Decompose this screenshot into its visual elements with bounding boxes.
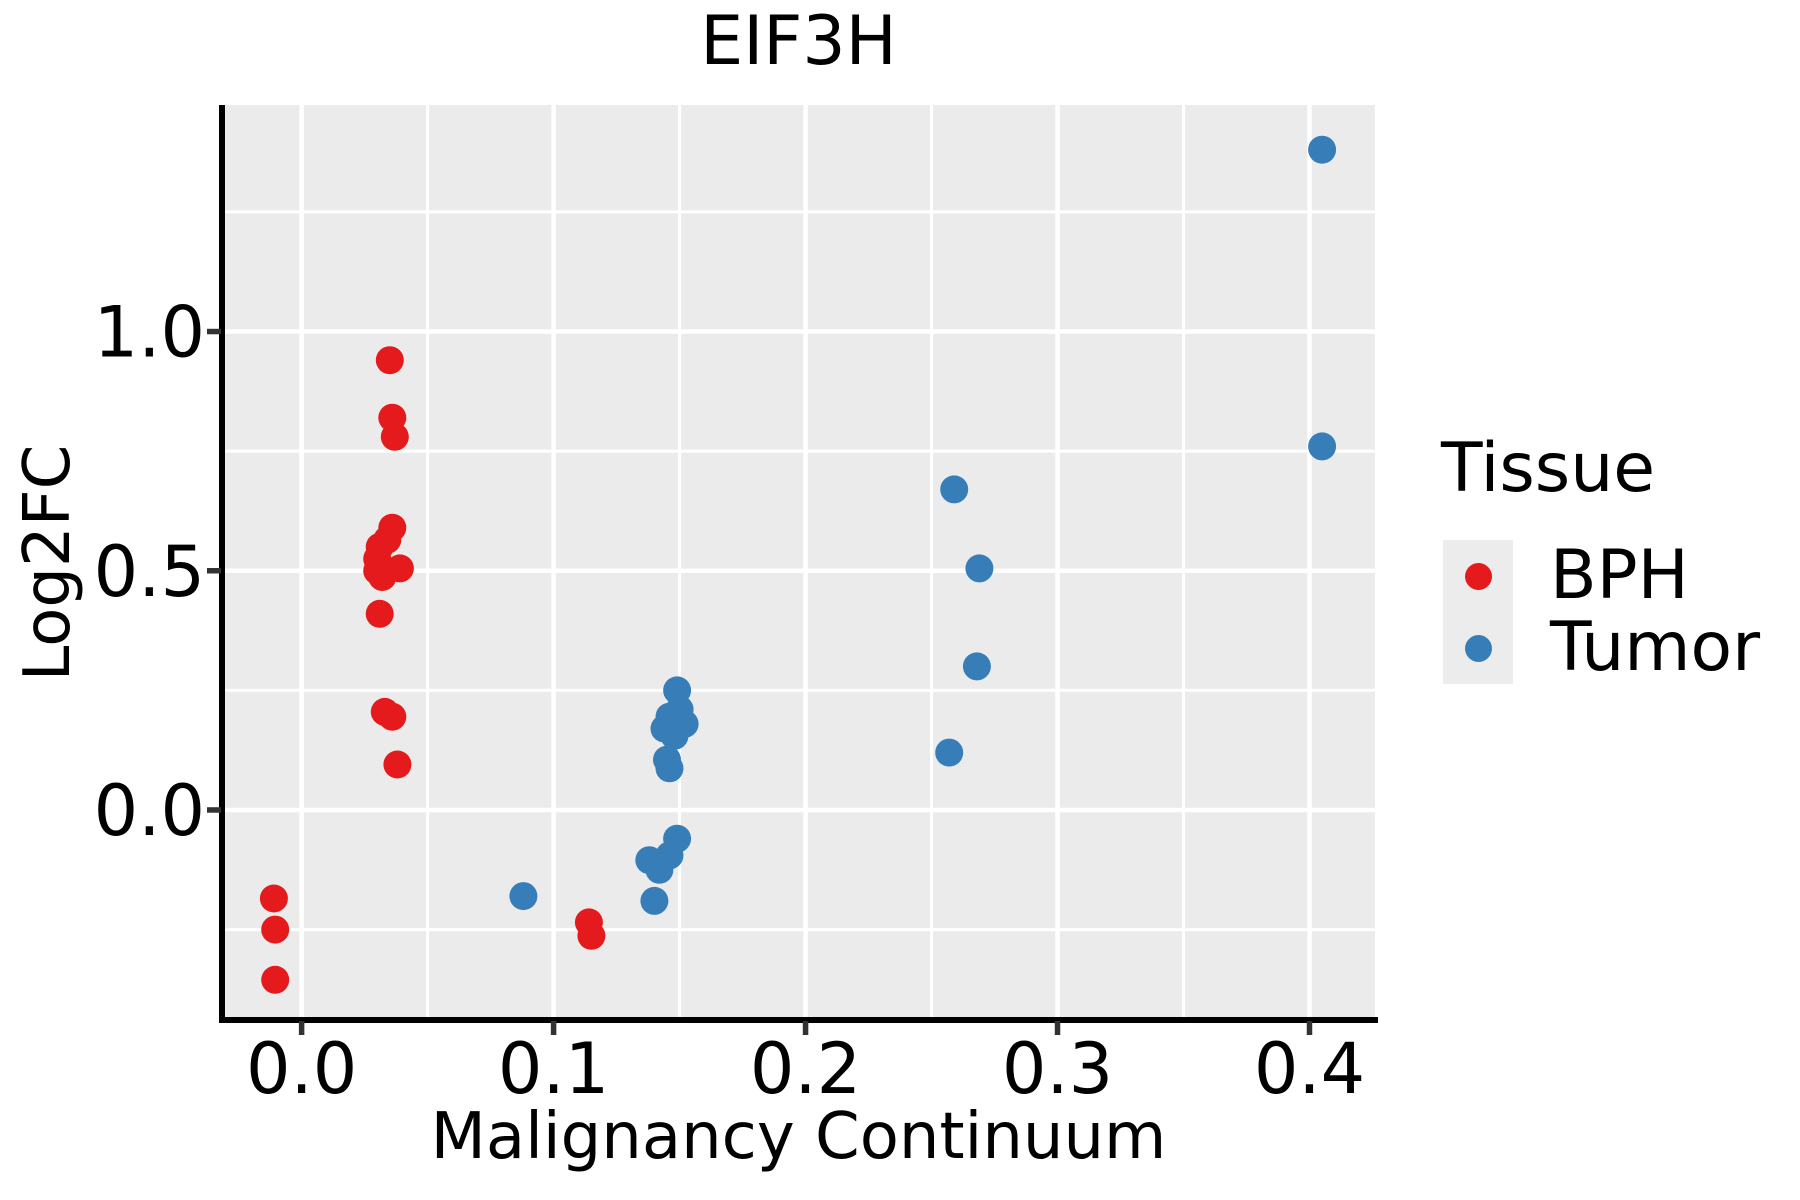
point-tumor (965, 554, 994, 583)
point-tumor (962, 652, 991, 681)
x-tick-label: 0.2 (750, 1028, 861, 1110)
x-axis-title: Malignancy Continuum (430, 1100, 1167, 1174)
chart-title: EIF3H (700, 2, 897, 81)
point-tumor (940, 475, 969, 504)
legend-items: BPH Tumor (1441, 540, 1760, 684)
x-tick-label: 0.3 (1002, 1028, 1113, 1110)
legend-label-tumor: Tumor (1550, 608, 1761, 687)
point-bph (261, 915, 290, 944)
point-tumor (1308, 432, 1337, 461)
legend-key-tumor (1443, 612, 1513, 684)
point-bph (365, 599, 394, 628)
legend: Tissue BPH Tumor (1441, 435, 1760, 684)
y-tick-label: 1.0 (94, 292, 205, 374)
point-tumor (935, 738, 964, 767)
x-tick-label: 0.4 (1254, 1028, 1365, 1110)
x-tick-label: 0.1 (498, 1028, 609, 1110)
legend-key-bph (1443, 540, 1513, 612)
x-tick-label: 0.0 (246, 1028, 357, 1110)
point-tumor (645, 855, 674, 884)
point-tumor (1308, 135, 1337, 164)
point-tumor (660, 721, 689, 750)
point-bph (378, 702, 407, 731)
point-bph (368, 563, 397, 591)
data-points-layer (259, 135, 1337, 994)
point-bph (375, 346, 404, 375)
point-bph (577, 921, 606, 950)
point-bph (259, 884, 288, 913)
y-tick-label: 0.0 (94, 770, 205, 852)
bph-dot-icon (1464, 562, 1492, 590)
y-tick-label: 0.5 (94, 531, 205, 613)
point-tumor (655, 754, 684, 783)
point-bph (383, 750, 412, 779)
legend-title: Tissue (1441, 429, 1656, 508)
legend-item-tumor: Tumor (1443, 612, 1760, 684)
tumor-dot-icon (1464, 634, 1492, 662)
legend-item-bph: BPH (1443, 540, 1760, 612)
legend-label-bph: BPH (1550, 536, 1689, 615)
point-tumor (640, 886, 669, 915)
point-bph (261, 965, 290, 994)
point-tumor (509, 882, 538, 911)
point-bph (380, 422, 409, 451)
